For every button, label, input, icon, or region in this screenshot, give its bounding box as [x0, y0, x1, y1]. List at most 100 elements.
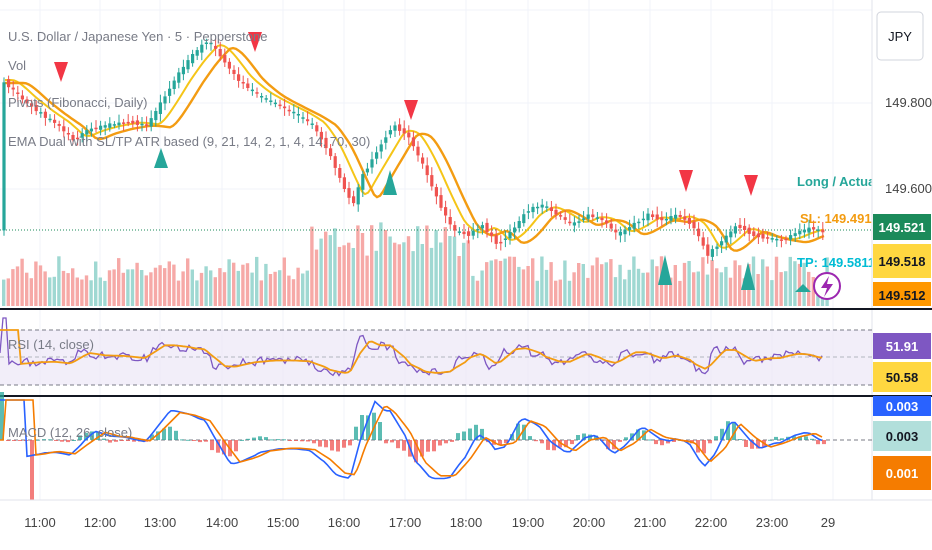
volume-bar — [517, 266, 521, 306]
candle-body — [398, 124, 402, 131]
macd-histogram-bar — [174, 430, 178, 440]
macd-histogram-bar — [726, 421, 730, 440]
macd-histogram-bar — [504, 440, 508, 443]
volume-bar — [241, 264, 245, 306]
macd-histogram-bar — [522, 424, 526, 440]
rsi-label[interactable]: RSI (14, close) — [8, 337, 94, 352]
volume-bar — [103, 280, 107, 306]
candle-body — [365, 168, 369, 173]
macd-histogram-bar — [780, 438, 784, 440]
candle-body — [421, 157, 425, 164]
candle-body — [761, 233, 765, 239]
candle-body — [747, 227, 751, 234]
volume-bar — [485, 262, 489, 306]
macd-histogram-bar — [252, 437, 256, 440]
rsi-ma-badge — [873, 362, 931, 392]
volume-bar — [282, 257, 286, 306]
volume-bar — [733, 260, 737, 306]
candle-body — [494, 235, 498, 244]
volume-bar — [34, 261, 38, 306]
volume-bar — [788, 256, 792, 306]
volume-bar — [613, 277, 618, 306]
volume-bar — [793, 261, 797, 306]
macd-label[interactable]: MACD (12, 26, close) — [8, 425, 132, 440]
candle-body — [66, 133, 70, 135]
candle-body — [517, 221, 521, 229]
volume-bar — [434, 230, 438, 306]
candle-body — [342, 177, 346, 189]
macd-histogram-bar — [648, 439, 652, 441]
volume-bar — [15, 266, 20, 306]
candle-body — [660, 217, 664, 221]
volume-indicator-label[interactable]: Vol — [8, 58, 26, 73]
symbol-title[interactable]: U.S. Dollar / Japanese Yen · 5 · Peppers… — [8, 29, 267, 44]
rsi-value-badge — [873, 333, 931, 359]
time-tick: 23:00 — [756, 515, 789, 530]
lightning-alert-icon[interactable] — [813, 272, 841, 300]
macd-histogram-bar — [516, 423, 520, 440]
macd-histogram-bar — [276, 439, 280, 441]
candle-body — [789, 235, 793, 240]
volume-bar — [232, 262, 236, 306]
candle-body — [766, 237, 770, 239]
volume-bar — [443, 227, 447, 306]
candle-body — [545, 206, 549, 208]
macd-histogram-bar — [816, 440, 820, 445]
volume-bar — [383, 230, 388, 306]
candle-body — [255, 92, 259, 94]
macd-histogram-bar — [108, 440, 112, 443]
volume-bar — [650, 259, 654, 306]
volume-bar — [199, 272, 204, 306]
volume-bar — [29, 278, 33, 306]
candle-body — [743, 225, 747, 230]
time-tick: 20:00 — [573, 515, 606, 530]
volume-bar — [43, 271, 47, 306]
volume-bar — [52, 276, 56, 306]
candle-body — [508, 232, 512, 239]
volume-bar — [11, 269, 15, 306]
time-tick: 11:00 — [24, 515, 56, 530]
macd-histogram-bar — [534, 440, 538, 442]
price-tick: 149.800 — [885, 95, 932, 110]
macd-histogram-bar — [12, 440, 16, 441]
buy-signal-icon — [658, 255, 672, 285]
candle-body — [439, 195, 443, 208]
candle-body — [807, 227, 811, 233]
volume-bar — [153, 267, 158, 306]
pivots-indicator-label[interactable]: Pivots (Fibonacci, Daily) — [8, 95, 147, 110]
macd-histogram-bar — [606, 440, 610, 450]
candle-body — [563, 217, 567, 220]
candle-body — [241, 82, 245, 84]
candle-body — [664, 218, 668, 221]
time-axis[interactable] — [0, 500, 932, 550]
volume-bar — [462, 242, 466, 306]
macd-histogram-bar — [570, 440, 574, 445]
volume-bar — [696, 271, 700, 306]
candle-body — [480, 225, 484, 229]
volume-bar — [379, 222, 383, 306]
sl-label: SL: 149.491 — [800, 211, 872, 226]
candle-body — [756, 233, 760, 238]
macd-histogram-bar — [162, 428, 166, 440]
candle-body — [549, 207, 553, 211]
candle-body — [227, 61, 231, 69]
current-price-badge — [873, 214, 931, 240]
macd-histogram-bar — [594, 435, 598, 440]
macd-histogram-bar — [186, 439, 190, 441]
volume-bar — [38, 265, 43, 306]
macd-histogram-bar — [756, 440, 760, 449]
volume-bar — [259, 280, 263, 306]
sell-signal-icon — [54, 62, 68, 82]
candle-body — [513, 227, 517, 233]
macd-histogram-bar — [96, 431, 100, 440]
volume-bar — [586, 277, 590, 306]
candle-body — [393, 125, 397, 131]
volume-bar — [393, 242, 397, 306]
macd-histogram-bar — [546, 440, 550, 450]
currency-button[interactable] — [876, 11, 924, 61]
macd-histogram-bar — [720, 428, 724, 440]
ema-indicator-label[interactable]: EMA Dual with SL/TP ATR based (9, 21, 14… — [8, 134, 370, 149]
tp-price-badge — [873, 282, 931, 306]
volume-bar — [678, 280, 682, 306]
